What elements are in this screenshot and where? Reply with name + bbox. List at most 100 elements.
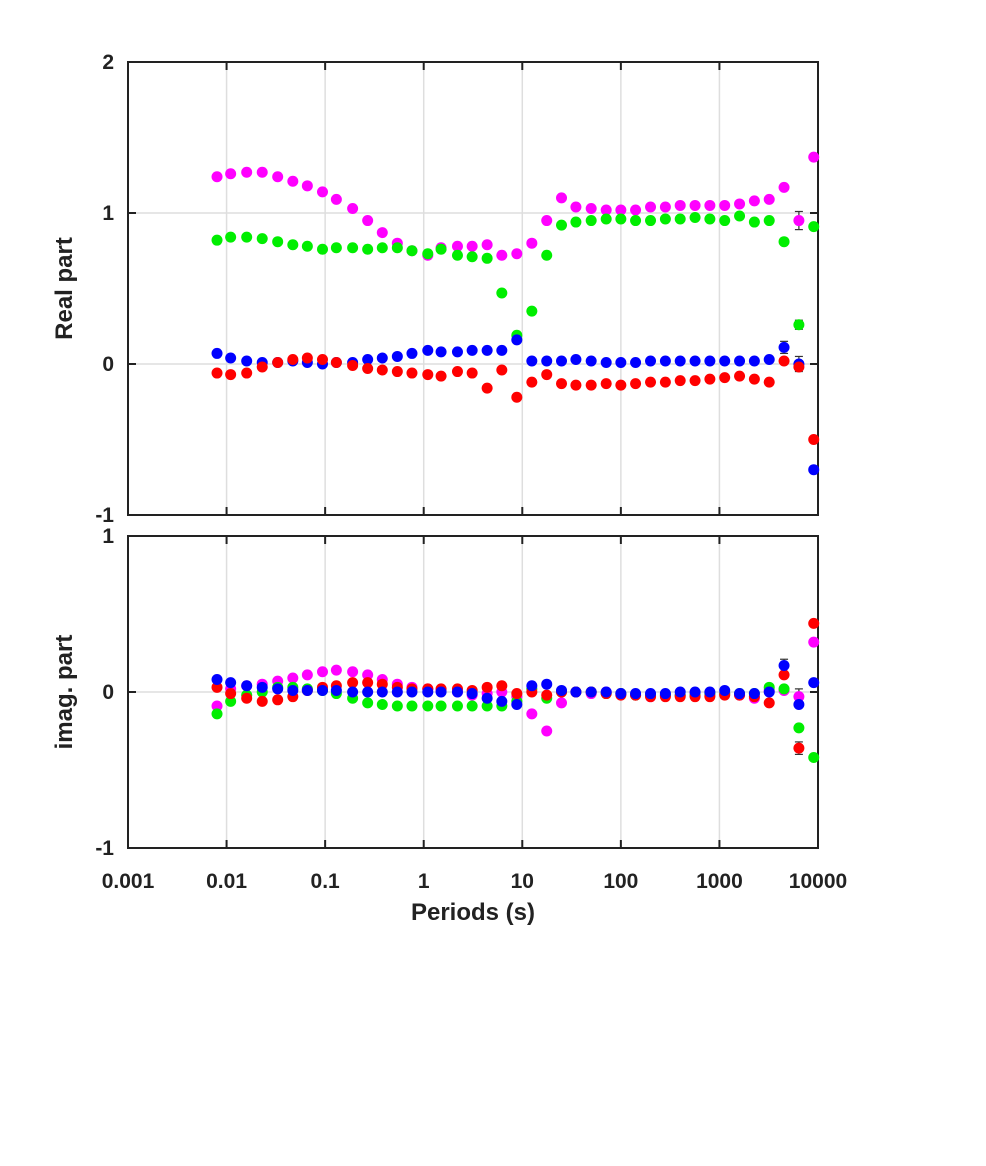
data-point xyxy=(570,201,582,213)
data-point xyxy=(362,363,374,375)
data-point xyxy=(225,688,237,700)
data-point xyxy=(376,242,388,254)
data-point xyxy=(391,366,403,378)
data-point xyxy=(541,725,553,737)
data-point xyxy=(481,681,493,693)
data-point xyxy=(793,722,805,734)
data-point xyxy=(362,669,374,681)
real-part-axis-title: Real part xyxy=(51,237,78,340)
data-point xyxy=(287,175,299,187)
x-tick-label: 10000 xyxy=(789,870,847,893)
data-point xyxy=(241,680,253,692)
data-point xyxy=(808,617,820,629)
data-point xyxy=(376,686,388,698)
data-point xyxy=(511,391,523,403)
x-tick-label: 10 xyxy=(511,870,534,893)
data-point xyxy=(556,378,568,390)
data-point xyxy=(256,233,268,245)
data-point xyxy=(793,215,805,227)
data-point xyxy=(391,700,403,712)
data-point xyxy=(406,686,418,698)
data-point xyxy=(630,378,642,390)
data-point xyxy=(748,195,760,207)
data-point xyxy=(778,341,790,353)
data-point xyxy=(674,375,686,387)
data-point xyxy=(541,215,553,227)
data-point xyxy=(466,700,478,712)
data-point xyxy=(496,364,508,376)
data-point xyxy=(316,186,328,198)
data-point xyxy=(719,215,731,227)
data-point xyxy=(211,171,223,183)
data-point xyxy=(362,243,374,255)
data-point xyxy=(763,686,775,698)
data-point xyxy=(719,372,731,384)
data-point xyxy=(330,356,342,368)
data-point xyxy=(526,237,538,249)
data-point xyxy=(347,677,359,689)
data-point xyxy=(211,347,223,359)
imag-part-axis-title: imag. part xyxy=(51,635,78,750)
data-point xyxy=(556,355,568,367)
data-point xyxy=(659,376,671,388)
data-point xyxy=(451,700,463,712)
data-point xyxy=(704,355,716,367)
data-point xyxy=(511,698,523,710)
data-point xyxy=(689,686,701,698)
data-point xyxy=(704,199,716,211)
y-tick-label: 1 xyxy=(102,202,114,225)
data-point xyxy=(689,199,701,211)
data-point xyxy=(556,684,568,696)
data-point xyxy=(793,361,805,373)
data-point xyxy=(600,686,612,698)
data-point xyxy=(301,180,313,192)
data-point xyxy=(748,216,760,228)
data-point xyxy=(301,240,313,252)
data-point xyxy=(585,686,597,698)
data-point xyxy=(511,248,523,260)
y-tick-label: 2 xyxy=(102,51,114,74)
data-point xyxy=(748,355,760,367)
data-point xyxy=(330,664,342,676)
data-point xyxy=(287,239,299,251)
data-point xyxy=(778,181,790,193)
data-point xyxy=(451,686,463,698)
data-point xyxy=(466,240,478,252)
data-point xyxy=(615,213,627,225)
data-point xyxy=(481,239,493,251)
data-point xyxy=(496,249,508,261)
data-point xyxy=(585,215,597,227)
plot-frame xyxy=(127,61,819,516)
data-point xyxy=(272,236,284,248)
data-point xyxy=(600,356,612,368)
data-point xyxy=(630,204,642,216)
data-point xyxy=(496,344,508,356)
x-tick-label: 0.1 xyxy=(311,870,341,893)
data-point xyxy=(541,369,553,381)
data-point xyxy=(376,698,388,710)
data-point xyxy=(778,669,790,681)
data-point xyxy=(301,352,313,364)
data-point xyxy=(347,202,359,214)
data-point xyxy=(466,367,478,379)
data-point xyxy=(585,202,597,214)
data-point xyxy=(211,708,223,720)
data-point xyxy=(689,212,701,224)
data-point xyxy=(704,373,716,385)
data-point xyxy=(808,752,820,764)
data-point xyxy=(496,287,508,299)
data-point xyxy=(330,684,342,696)
data-point xyxy=(615,688,627,700)
data-point xyxy=(241,231,253,243)
data-point xyxy=(570,379,582,391)
data-point xyxy=(763,193,775,205)
data-point xyxy=(362,697,374,709)
data-point xyxy=(347,686,359,698)
data-point xyxy=(526,305,538,317)
data-point xyxy=(211,674,223,686)
data-point xyxy=(808,221,820,233)
y-tick-label: 0 xyxy=(102,353,114,376)
data-point xyxy=(211,367,223,379)
data-point xyxy=(225,352,237,364)
